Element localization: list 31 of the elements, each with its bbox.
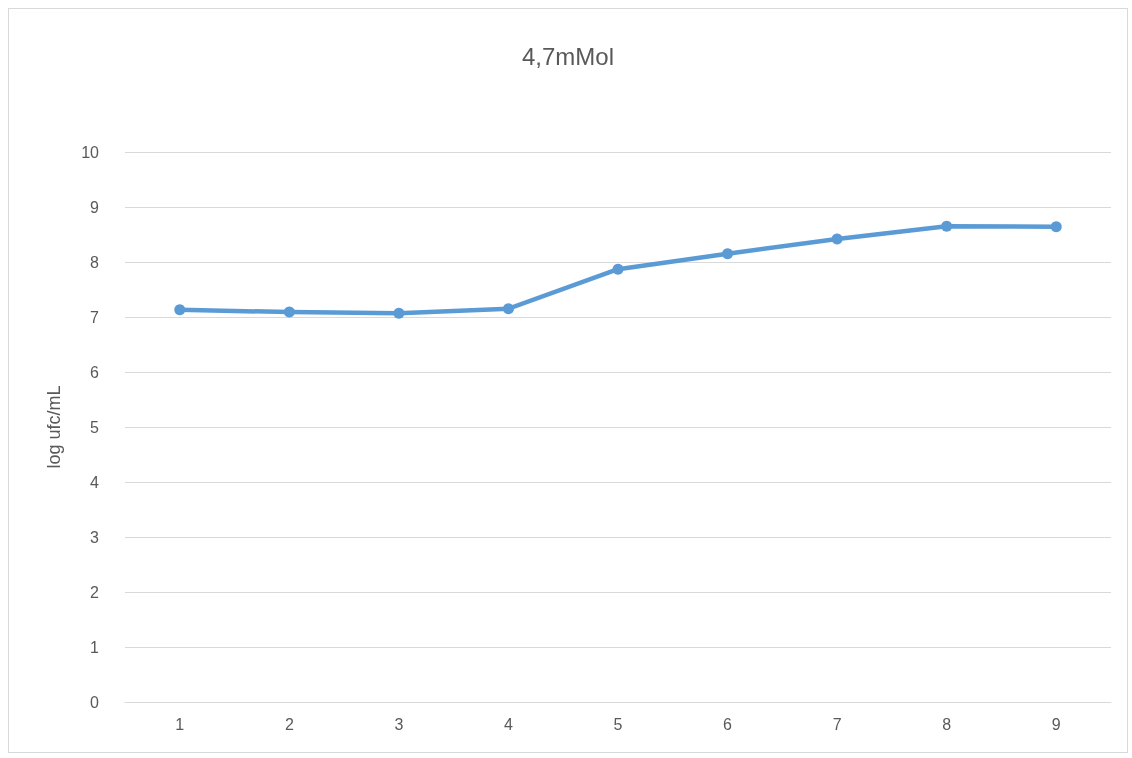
- point: [612, 263, 624, 275]
- point: [393, 307, 405, 319]
- x-tick-label: 6: [723, 715, 733, 733]
- y-tick-label: 3: [90, 528, 100, 546]
- point: [502, 303, 514, 315]
- x-tick-label: 8: [942, 715, 952, 733]
- point: [174, 304, 186, 316]
- y-tick-label: 6: [90, 363, 100, 381]
- y-tick-label: 4: [90, 473, 100, 491]
- y-tick-label: 0: [90, 693, 100, 711]
- point: [283, 306, 295, 318]
- y-tick-label: 7: [90, 308, 100, 326]
- x-tick-label: 1: [175, 715, 185, 733]
- y-tick-label: 9: [90, 198, 100, 216]
- x-tick-label: 4: [503, 715, 513, 733]
- x-tick-label: 7: [832, 715, 842, 733]
- point: [1050, 221, 1062, 233]
- point: [831, 233, 843, 245]
- y-tick-label: 2: [90, 583, 100, 601]
- y-tick-label: 1: [90, 638, 100, 656]
- x-tick-label: 5: [613, 715, 623, 733]
- y-tick-label: 5: [90, 418, 100, 436]
- y-tick-label: 8: [90, 253, 100, 271]
- x-tick-label: 3: [394, 715, 404, 733]
- x-tick-label: 2: [284, 715, 294, 733]
- y-axis-title: log ufc/mL: [44, 385, 64, 469]
- y-tick-label: 10: [81, 143, 100, 161]
- chart-title: 4,7mMol: [521, 42, 615, 70]
- x-tick-label: 9: [1051, 715, 1061, 733]
- point: [941, 220, 953, 232]
- point: [722, 248, 734, 260]
